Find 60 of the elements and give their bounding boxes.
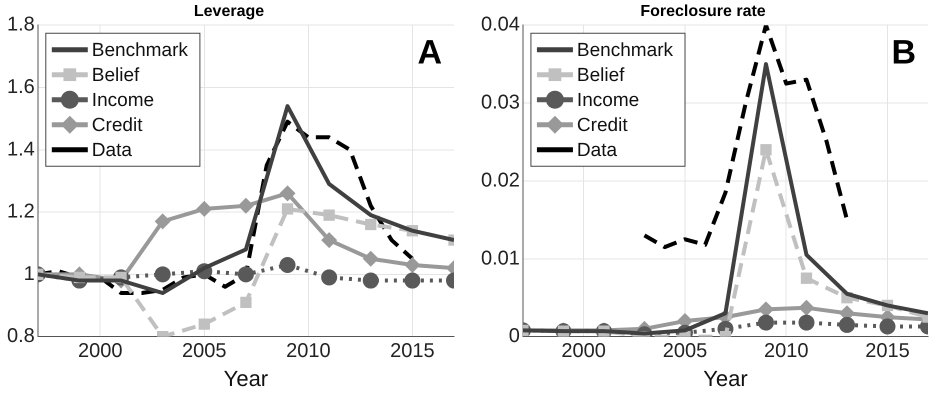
x-tick-label: 2000: [561, 340, 606, 362]
point: [282, 203, 294, 215]
legend-label: Data: [92, 140, 132, 161]
point: [240, 296, 252, 308]
point: [800, 272, 812, 284]
y-tick-label: 0.03: [480, 92, 520, 114]
x-tick-label: 2010: [764, 340, 808, 362]
point: [196, 200, 212, 217]
x-tick-label: 2015: [865, 340, 910, 362]
legend-label: Benchmark: [576, 40, 674, 61]
point: [404, 256, 420, 273]
x-tick-label: 2010: [286, 340, 331, 362]
point: [362, 250, 379, 267]
point: [321, 232, 338, 248]
y-tick-label: 0.04: [480, 14, 520, 36]
point: [758, 314, 774, 331]
legend-label: Credit: [576, 114, 628, 136]
point: [404, 272, 420, 289]
point: [362, 272, 379, 289]
y-tick-label: 0.02: [480, 169, 520, 192]
point: [154, 213, 171, 230]
annotation: A: [417, 34, 442, 72]
x-axis-title: Year: [224, 366, 268, 391]
x-tick-label: 2005: [662, 340, 708, 362]
legend-label: Benchmark: [92, 40, 188, 61]
legend-label: Belief: [92, 64, 140, 86]
x-axis-title: Year: [703, 366, 748, 391]
point: [321, 269, 338, 286]
point: [238, 266, 254, 282]
x-tick-label: 2015: [390, 340, 435, 362]
annotation: B: [891, 34, 916, 72]
point: [798, 300, 814, 316]
point: [838, 316, 855, 333]
y-tick-label: 1.8: [6, 14, 35, 36]
y-tick-label: 1.2: [6, 200, 35, 223]
y-tick-label: 0.01: [480, 247, 520, 270]
point: [280, 256, 296, 273]
y-tick-label: 1.6: [6, 76, 35, 98]
legend-label: Data: [576, 140, 618, 161]
y-tick-label: 0: [508, 325, 520, 348]
point: [323, 209, 335, 221]
legend-label: Credit: [92, 114, 144, 136]
legend-label: Belief: [576, 64, 626, 86]
y-tick-label: 1: [24, 262, 35, 285]
y-tick-label: 1.4: [6, 138, 35, 160]
point: [238, 198, 254, 214]
point: [879, 318, 896, 334]
point: [154, 266, 171, 282]
point: [760, 144, 772, 156]
legend-label: Income: [576, 90, 640, 111]
chart-title: Leverage: [194, 3, 264, 20]
point: [198, 318, 210, 330]
x-tick-label: 2005: [182, 340, 227, 362]
x-tick-label: 2000: [78, 340, 122, 362]
point: [798, 314, 814, 331]
point: [280, 185, 296, 202]
point: [365, 218, 376, 230]
legend-label: Income: [92, 90, 154, 111]
y-tick-label: 0.8: [6, 325, 35, 348]
chart-title: Foreclosure rate: [640, 3, 766, 20]
